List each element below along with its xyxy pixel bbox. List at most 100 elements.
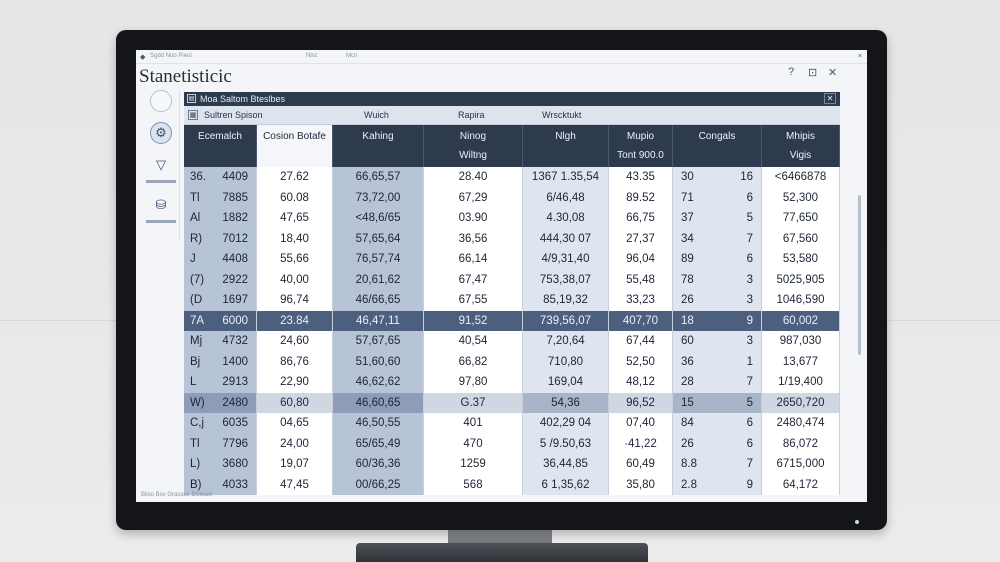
table-cell[interactable]: 60,002 [762,310,840,331]
table-cell[interactable]: 739,56,07 [523,310,609,331]
table-cell[interactable]: 00/66,25 [333,474,424,495]
table-cell[interactable]: 96,04 [609,249,673,270]
app-menu-icon[interactable]: ◆ [140,54,146,61]
table-cell[interactable]: 26 6 [673,433,762,454]
table-cell[interactable]: 37 5 [673,208,762,229]
table-cell[interactable]: 2.8 9 [673,474,762,495]
table-cell[interactable]: 407,70 [609,310,673,331]
table-cell[interactable]: 97,80 [424,372,523,393]
table-cell[interactable]: G.37 [424,392,523,413]
table-cell[interactable]: 6/46,48 [523,187,609,208]
table-cell[interactable]: 47,65 [257,208,333,229]
table-cell[interactable]: 66,65,57 [333,167,424,188]
table-cell[interactable]: B) 4033 [184,474,257,495]
table-cell[interactable]: 2650,720 [762,392,840,413]
column-header[interactable]: Cosion Botafe [257,125,333,167]
table-cell[interactable]: 5 /9.50,63 [523,433,609,454]
table-cell[interactable]: 66,14 [424,249,523,270]
table-cell[interactable]: 65/65,49 [333,433,424,454]
table-cell[interactable]: 78 3 [673,269,762,290]
table-cell[interactable]: (7) 2922 [184,269,257,290]
table-cell[interactable]: 64,172 [762,474,840,495]
table-cell[interactable]: 13,677 [762,351,840,372]
table-cell[interactable]: 402,29 04 [523,413,609,434]
table-cell[interactable]: 60.08 [257,187,333,208]
table-row[interactable]: R) 7012 18,40 57,65,64 36,56 444,30 07 27,37 34… [184,228,840,249]
table-cell[interactable]: 60,49 [609,454,673,475]
table-cell[interactable]: 987,030 [762,331,840,352]
table-cell[interactable]: 89 6 [673,249,762,270]
table-cell[interactable]: 57,65,64 [333,228,424,249]
table-cell[interactable]: 52,300 [762,187,840,208]
table-cell[interactable]: 52,50 [609,351,673,372]
table-cell[interactable]: 7,20,64 [523,331,609,352]
table-cell[interactable]: 55,48 [609,269,673,290]
table-cell[interactable]: 40,00 [257,269,333,290]
table-row[interactable]: 36. 4409 27.62 66,65,57 28.40 1367 1.35,54 43.… [184,167,840,188]
table-cell[interactable]: 43.35 [609,167,673,188]
table-cell[interactable]: 27.62 [257,167,333,188]
restore-icon[interactable]: ⊡ [808,67,818,79]
table-cell[interactable]: 24,00 [257,433,333,454]
window-close-icon[interactable]: ✕ [828,67,838,79]
table-cell[interactable]: 60,80 [257,392,333,413]
table-cell[interactable]: 36,56 [424,228,523,249]
table-cell[interactable]: L) 3680 [184,454,257,475]
table-cell[interactable]: 710,80 [523,351,609,372]
column-header[interactable]: Ninog Wiltng [424,125,523,167]
table-cell[interactable]: 85,19,32 [523,290,609,311]
table-cell[interactable]: 66,82 [424,351,523,372]
table-cell[interactable]: 18,40 [257,228,333,249]
table-cell[interactable]: 40,54 [424,331,523,352]
table-cell[interactable]: 19,07 [257,454,333,475]
table-cell[interactable]: 67,55 [424,290,523,311]
table-cell[interactable]: 2480,474 [762,413,840,434]
table-cell[interactable]: 46,62,62 [333,372,424,393]
table-row[interactable]: L) 3680 19,07 60/36,36 1259 36,44,85 60,49 8.8 7… [184,454,840,475]
table-cell[interactable]: 46/66,65 [333,290,424,311]
table-cell[interactable]: 04,65 [257,413,333,434]
table-cell[interactable]: 34 7 [673,228,762,249]
table-cell[interactable]: 84 6 [673,413,762,434]
table-cell[interactable]: 1046,590 [762,290,840,311]
table-cell[interactable]: 46,50,55 [333,413,424,434]
table-cell[interactable]: (D 1697 [184,290,257,311]
table-cell[interactable]: 54,36 [523,392,609,413]
table-cell[interactable]: 1367 1.35,54 [523,167,609,188]
table-cell[interactable]: 568 [424,474,523,495]
menu-item-1[interactable]: Nisc [306,53,318,59]
help-icon[interactable]: ? [788,66,795,78]
table-cell[interactable]: 27,37 [609,228,673,249]
table-cell[interactable]: 1259 [424,454,523,475]
table-cell[interactable]: 4/9,31,40 [523,249,609,270]
table-cell[interactable]: Bj 1400 [184,351,257,372]
close-icon[interactable]: × [858,53,863,60]
table-cell[interactable]: 18 9 [673,310,762,331]
table-row[interactable]: Bj 1400 86,76 51,60,60 66,82 710,80 52,50 36 1 13… [184,351,840,372]
table-cell[interactable]: 28 7 [673,372,762,393]
sidebar-database-icon[interactable]: ⛁ [155,197,167,212]
table-cell[interactable]: 36. 4409 [184,167,257,188]
table-cell[interactable]: 86,76 [257,351,333,372]
table-cell[interactable]: 7A 6000 [184,310,257,331]
table-cell[interactable]: 67,44 [609,331,673,352]
table-cell[interactable]: 4.30,08 [523,208,609,229]
column-header[interactable]: Mupio Tont 900.0 [609,125,673,167]
table-cell[interactable]: 6 1,35,62 [523,474,609,495]
table-cell[interactable]: 401 [424,413,523,434]
table-cell[interactable]: R) 7012 [184,228,257,249]
table-row[interactable]: Al 1882 47,65 <48,6/65 03.90 4.30,08 66,75 37 5 7… [184,208,840,229]
table-cell[interactable]: 20,61,62 [333,269,424,290]
sidebar-circle-icon[interactable] [150,90,172,112]
column-header[interactable]: Kahing [333,125,424,167]
table-row[interactable]: (7) 2922 40,00 20,61,62 67,47 753,38,07 55,48 7… [184,269,840,290]
table-row[interactable]: B) 4033 47,45 00/66,25 568 6 1,35,62 35,80 2.8 9… [184,474,840,495]
table-cell[interactable]: 6715,000 [762,454,840,475]
table-cell[interactable]: 470 [424,433,523,454]
table-cell[interactable]: J 4408 [184,249,257,270]
table-cell[interactable]: 46,60,65 [333,392,424,413]
table-cell[interactable]: 8.8 7 [673,454,762,475]
table-cell[interactable]: 36,44,85 [523,454,609,475]
table-row[interactable]: W) 2480 60,80 46,60,65 G.37 54,36 96,52 15 5 2650… [184,392,840,413]
table-cell[interactable]: 77,650 [762,208,840,229]
